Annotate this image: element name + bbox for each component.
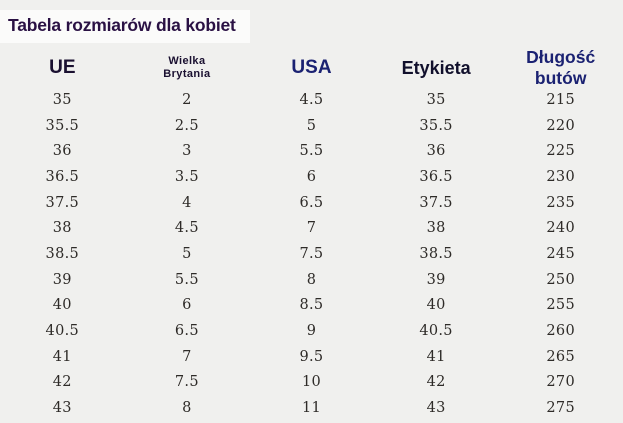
table-cell-uk: 5.5 <box>174 271 199 288</box>
table-cell-uk: 3 <box>182 143 192 160</box>
table-cell-uk: 2.5 <box>174 117 199 134</box>
table-cell-dlugosc: 250 <box>546 271 575 288</box>
table-cell-ue: 35 <box>52 91 72 108</box>
table-cell-ue: 36.5 <box>45 168 80 185</box>
table-cell-uk: 8 <box>182 400 192 417</box>
table-cell-ue: 40.5 <box>45 323 80 340</box>
table-cell-dlugosc: 215 <box>546 91 575 108</box>
table-cell-etykieta: 35 <box>426 91 446 108</box>
table-cell-etykieta: 38.5 <box>419 245 453 262</box>
table-cell-etykieta: 40 <box>426 297 446 314</box>
table-row: 40 6 8.5 40 255 <box>0 293 623 319</box>
table-cell-etykieta: 36.5 <box>419 168 453 185</box>
table-cell-uk: 3.5 <box>174 168 199 185</box>
table-cell-ue: 35.5 <box>45 117 80 134</box>
table-cell-dlugosc: 270 <box>546 374 575 391</box>
table-cell-dlugosc: 220 <box>546 117 575 134</box>
table-row: 35 2 4.5 35 215 <box>0 87 623 113</box>
table-cell-uk: 6 <box>182 297 192 314</box>
table-cell-usa: 4.5 <box>299 91 324 108</box>
table-cell-dlugosc: 275 <box>546 400 575 417</box>
table-cell-etykieta: 38 <box>426 220 446 237</box>
table-cell-usa: 10 <box>301 374 322 391</box>
table-cell-etykieta: 37.5 <box>419 194 453 211</box>
table-header-row: UE Wielka Brytania USA Etykieta Długość … <box>0 47 623 88</box>
table-cell-dlugosc: 230 <box>546 168 575 185</box>
table-row: 38 4.5 7 38 240 <box>0 215 623 241</box>
table-cell-usa: 7 <box>306 220 317 237</box>
table-cell-ue: 37.5 <box>45 194 80 211</box>
table-cell-ue: 43 <box>52 400 72 417</box>
table-cell-usa: 5 <box>306 117 317 134</box>
table-cell-ue: 38.5 <box>45 245 80 262</box>
table-cell-etykieta: 36 <box>426 143 446 160</box>
table-cell-uk: 7.5 <box>174 374 199 391</box>
table-cell-etykieta: 35.5 <box>419 117 453 134</box>
table-cell-ue: 40 <box>52 297 72 314</box>
table-row: 42 7.5 10 42 270 <box>0 370 623 396</box>
table-cell-dlugosc: 235 <box>546 194 575 211</box>
table-cell-uk: 4.5 <box>174 220 199 237</box>
title-strip: Tabela rozmiarów dla kobiet <box>0 10 250 43</box>
table-cell-usa: 9.5 <box>299 348 324 365</box>
table-cell-ue: 42 <box>52 374 72 391</box>
table-row: 38.5 5 7.5 38.5 245 <box>0 241 623 267</box>
table-row: 36 3 5.5 36 225 <box>0 138 623 164</box>
column-header-wielka-brytania-label: Wielka Brytania <box>163 54 211 80</box>
table-row: 37.5 4 6.5 37.5 235 <box>0 190 623 216</box>
table-row: 39 5.5 8 39 250 <box>0 267 623 293</box>
table-cell-uk: 2 <box>182 91 192 108</box>
table-cell-dlugosc: 245 <box>546 245 575 262</box>
table-cell-dlugosc: 260 <box>546 323 575 340</box>
column-header-etykieta: Etykieta <box>401 57 471 78</box>
table-cell-etykieta: 41 <box>426 348 446 365</box>
table-row: 35.5 2.5 5 35.5 220 <box>0 113 623 139</box>
table-cell-uk: 4 <box>182 194 192 211</box>
table-cell-uk: 6.5 <box>174 323 199 340</box>
table-row: 43 8 11 43 275 <box>0 395 623 421</box>
table-cell-etykieta: 39 <box>426 271 446 288</box>
table-body: 35 2 4.5 35 215 35.5 2.5 5 35.5 220 36 3… <box>0 87 623 421</box>
table-cell-usa: 6 <box>306 168 317 185</box>
table-cell-ue: 36 <box>52 143 72 160</box>
table-cell-dlugosc: 225 <box>546 143 575 160</box>
table-row: 40.5 6.5 9 40.5 260 <box>0 318 623 344</box>
table-cell-usa: 8 <box>306 271 317 288</box>
table-cell-dlugosc: 240 <box>546 220 575 237</box>
table-cell-etykieta: 43 <box>426 400 446 417</box>
table-cell-ue: 41 <box>52 348 72 365</box>
table-cell-usa: 7.5 <box>299 245 324 262</box>
table-cell-etykieta: 42 <box>426 374 446 391</box>
table-cell-usa: 8.5 <box>299 297 324 314</box>
table-row: 41 7 9.5 41 265 <box>0 344 623 370</box>
column-header-dlugosc-butow: Długość butów <box>526 47 596 88</box>
column-header-usa: USA <box>291 57 332 78</box>
column-header-wielka-brytania: Wielka Brytania <box>125 55 250 81</box>
table-cell-usa: 6.5 <box>299 194 324 211</box>
table-cell-usa: 5.5 <box>299 143 324 160</box>
table-cell-dlugosc: 255 <box>546 297 575 314</box>
table-cell-etykieta: 40.5 <box>419 323 453 340</box>
table-cell-uk: 5 <box>182 245 192 262</box>
column-header-ue: UE <box>49 57 76 78</box>
table-cell-ue: 38 <box>52 220 72 237</box>
table-cell-ue: 39 <box>52 271 72 288</box>
table-cell-uk: 7 <box>182 348 192 365</box>
table-cell-dlugosc: 265 <box>546 348 575 365</box>
table-cell-usa: 9 <box>306 323 317 340</box>
table-row: 36.5 3.5 6 36.5 230 <box>0 164 623 190</box>
table-cell-usa: 11 <box>301 400 322 417</box>
size-table: UE Wielka Brytania USA Etykieta Długość … <box>0 47 623 421</box>
page-title: Tabela rozmiarów dla kobiet <box>8 15 236 35</box>
